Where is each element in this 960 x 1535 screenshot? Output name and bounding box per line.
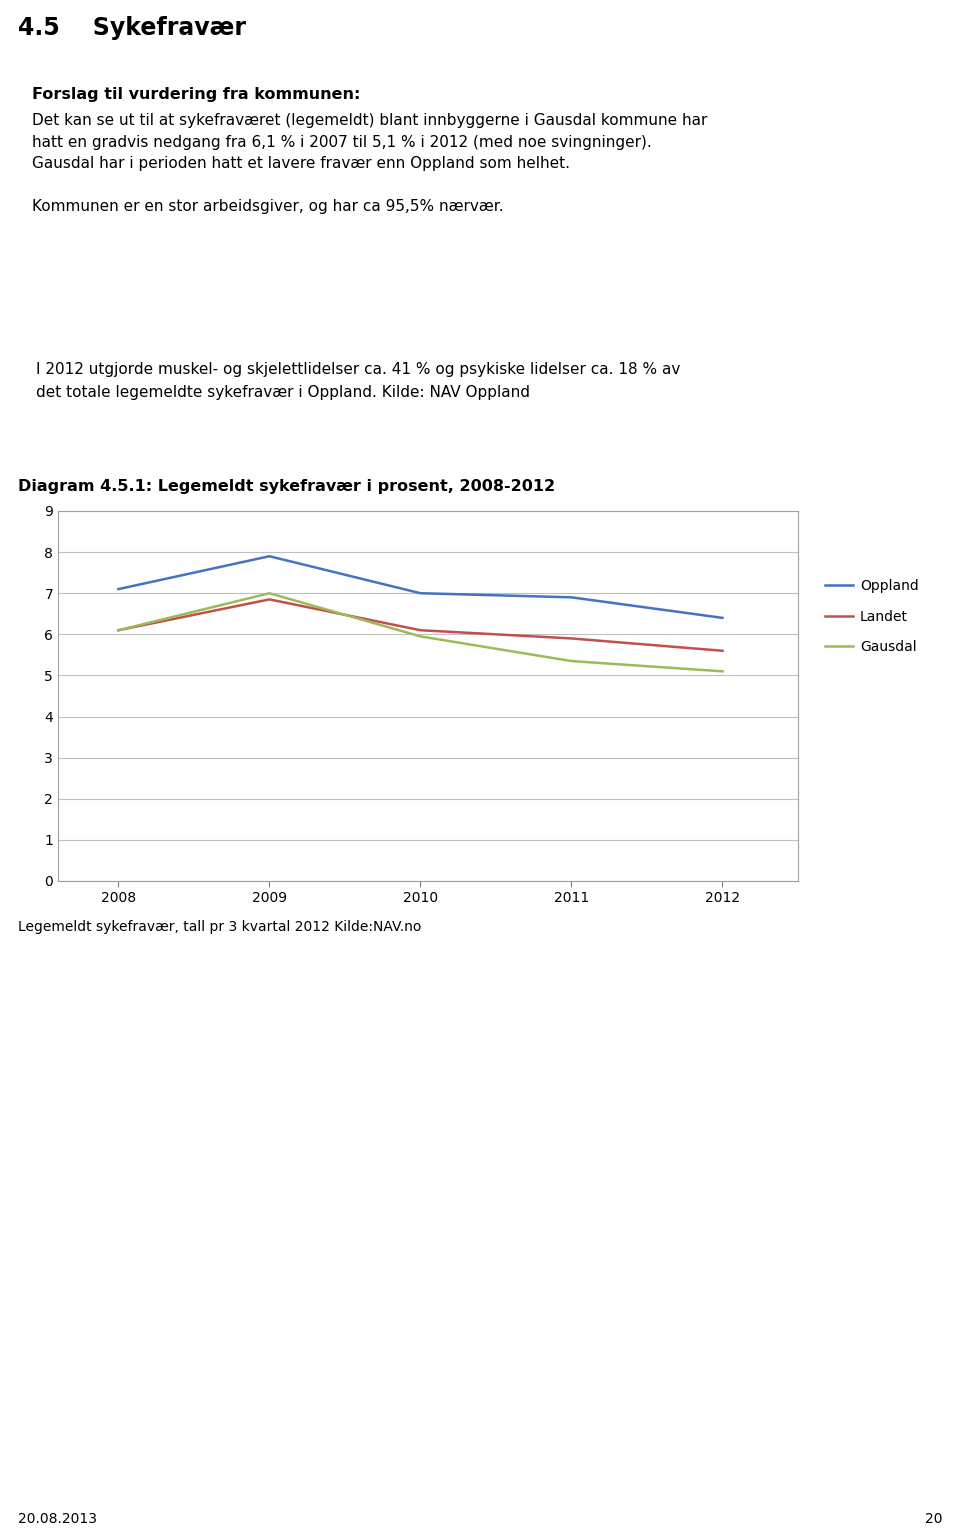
Text: Det kan se ut til at sykefraværet (legemeldt) blant innbyggerne i Gausdal kommun: Det kan se ut til at sykefraværet (legem… (32, 114, 708, 215)
Text: Diagram 4.5.1: Legemeldt sykefravær i prosent, 2008-2012: Diagram 4.5.1: Legemeldt sykefravær i pr… (18, 479, 555, 493)
Text: 20: 20 (924, 1512, 942, 1526)
Landet (415, 622, 426, 640)
Gausdal (415, 628, 426, 646)
Oppland (717, 609, 729, 628)
Line: Oppland: Oppland (118, 556, 723, 619)
Oppland (415, 583, 426, 602)
Text: Legemeldt sykefravær, tall pr 3 kvartal 2012 Kilde:NAV.no: Legemeldt sykefravær, tall pr 3 kvartal … (18, 919, 421, 933)
Landet (112, 622, 124, 640)
Line: Landet: Landet (118, 599, 723, 651)
Oppland (565, 588, 577, 606)
Gausdal (717, 662, 729, 680)
Oppland (264, 546, 276, 565)
Text: 4.5    Sykefravær: 4.5 Sykefravær (18, 15, 246, 40)
Oppland (112, 580, 124, 599)
Landet (264, 589, 276, 608)
Text: Forslag til vurdering fra kommunen:: Forslag til vurdering fra kommunen: (32, 87, 360, 101)
Line: Gausdal: Gausdal (118, 593, 723, 671)
Gausdal (112, 622, 124, 640)
Text: 20.08.2013: 20.08.2013 (18, 1512, 97, 1526)
Legend: Oppland, Landet, Gausdal: Oppland, Landet, Gausdal (820, 574, 924, 660)
Gausdal (264, 583, 276, 602)
Landet (565, 629, 577, 648)
Text: I 2012 utgjorde muskel- og skjelettlidelser ca. 41 % og psykiske lidelser ca. 18: I 2012 utgjorde muskel- og skjelettlidel… (36, 362, 681, 401)
Gausdal (565, 652, 577, 671)
Landet (717, 642, 729, 660)
